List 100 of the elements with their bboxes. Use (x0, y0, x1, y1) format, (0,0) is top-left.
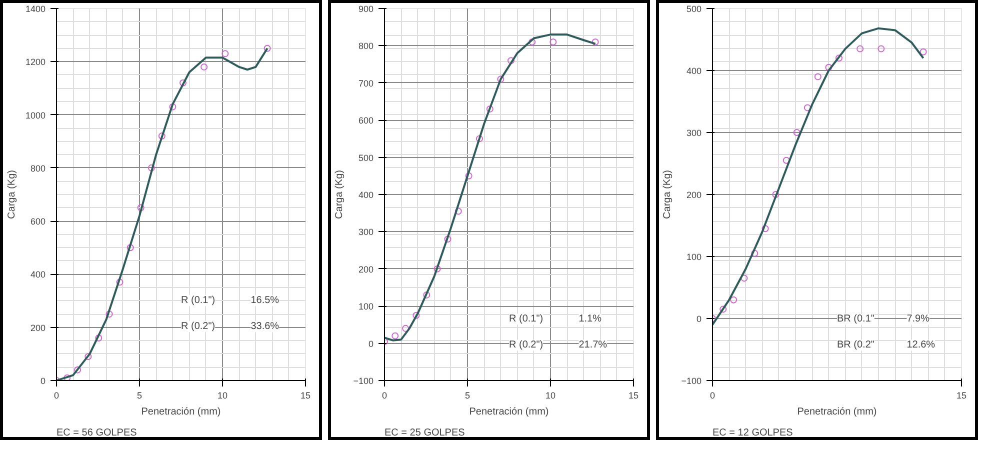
y-tick-label: 0 (368, 338, 374, 349)
y-tick-label: 200 (30, 322, 46, 333)
point (392, 332, 399, 340)
point (64, 374, 71, 380)
point (74, 366, 82, 374)
y-tick-label: 600 (30, 216, 46, 227)
point (264, 44, 271, 52)
point (465, 172, 472, 180)
point (200, 63, 208, 70)
point (740, 274, 748, 282)
y-tick-label: 300 (358, 227, 374, 238)
x-axis-title: Penetración (mm) (141, 406, 221, 418)
point (592, 38, 599, 46)
y-tick-label: 800 (30, 163, 46, 174)
y-tick-label: −100 (681, 376, 702, 386)
point (476, 135, 483, 142)
annotation: 21.7% (578, 340, 608, 351)
text: EC = 56 GOLPES (56, 428, 138, 438)
annotation: 7.9% (906, 314, 930, 325)
point (762, 225, 769, 232)
y-tick-label: 1400 (25, 4, 46, 14)
x-tick-label: 15 (300, 390, 311, 400)
point (835, 54, 842, 62)
y-axis-title: Carga (Kg) (662, 170, 674, 219)
point (84, 353, 92, 360)
point (222, 50, 229, 58)
y-tick-label: 1200 (25, 57, 46, 68)
y-tick-label: 700 (358, 78, 374, 88)
y-axis-title: Carga (Kg) (6, 170, 18, 219)
point (179, 79, 186, 86)
point (825, 64, 832, 71)
point (486, 105, 494, 112)
text: EC = 25 GOLPES (384, 428, 466, 438)
point (782, 156, 790, 164)
y-tick-label: 100 (358, 302, 374, 312)
point (793, 129, 800, 136)
annotation: 33.6% (250, 321, 280, 332)
text: EC = 12 GOLPES (712, 428, 794, 438)
y-tick-label: 400 (30, 270, 46, 280)
point (751, 250, 758, 257)
x-tick-label: 0 (710, 390, 716, 400)
point (444, 236, 452, 243)
x-axis-title: Penetración (mm) (797, 406, 877, 418)
point (920, 48, 927, 56)
point (550, 38, 557, 46)
y-tick-label: 0 (40, 376, 46, 386)
y-tick-label: 0 (696, 314, 702, 324)
point (507, 57, 514, 64)
y-tick-label: 100 (686, 252, 702, 262)
x-tick-label: 0 (382, 390, 388, 400)
point (412, 312, 420, 319)
point (814, 73, 822, 80)
y-tick-label: 400 (358, 190, 374, 200)
y-tick-label: 600 (358, 116, 374, 126)
point (878, 45, 885, 52)
y-tick-label: 400 (686, 66, 702, 76)
y-tick-label: −100 (353, 376, 374, 386)
point (497, 76, 504, 83)
point (730, 296, 738, 304)
point (454, 208, 462, 215)
y-tick-label: 500 (686, 4, 702, 14)
point (137, 204, 144, 212)
point (772, 191, 780, 198)
annotation: BR (0.1" (837, 314, 875, 325)
x-tick-label: 15 (628, 390, 639, 400)
annotation: 1.1% (578, 314, 602, 325)
x-tick-label: 5 (136, 390, 142, 400)
point (126, 244, 134, 252)
annotation: R (0.2") (509, 340, 544, 351)
y-tick-label: 800 (358, 41, 374, 52)
point (116, 278, 124, 286)
point (106, 310, 113, 318)
x-tick-label: 0 (54, 390, 60, 400)
point (95, 334, 102, 342)
point (804, 104, 811, 112)
point (528, 38, 536, 46)
y-tick-label: 900 (358, 4, 374, 14)
point (158, 132, 166, 140)
annotation: 16.5% (250, 295, 280, 306)
y-tick-label: 300 (686, 128, 702, 138)
point (169, 103, 176, 110)
point (423, 291, 430, 298)
annotation: R (0.1") (181, 295, 216, 306)
annotation: R (0.2") (181, 321, 216, 332)
annotation: 12.6% (906, 340, 936, 351)
point (434, 265, 441, 272)
y-tick-label: 1000 (25, 110, 46, 120)
x-axis-title: Penetración (mm) (469, 406, 549, 418)
x-tick-label: 10 (545, 390, 556, 400)
x-tick-label: 10 (217, 390, 228, 400)
y-axis-title: Carga (Kg) (334, 170, 346, 219)
y-tick-label: 200 (686, 190, 702, 200)
annotation: R (0.1") (509, 314, 544, 325)
annotation: BR (0.2" (837, 340, 875, 351)
point (856, 45, 864, 52)
point (148, 164, 155, 172)
x-tick-label: 15 (956, 390, 967, 400)
point (720, 306, 727, 313)
y-tick-label: 500 (358, 152, 374, 163)
x-tick-label: 5 (464, 390, 470, 400)
